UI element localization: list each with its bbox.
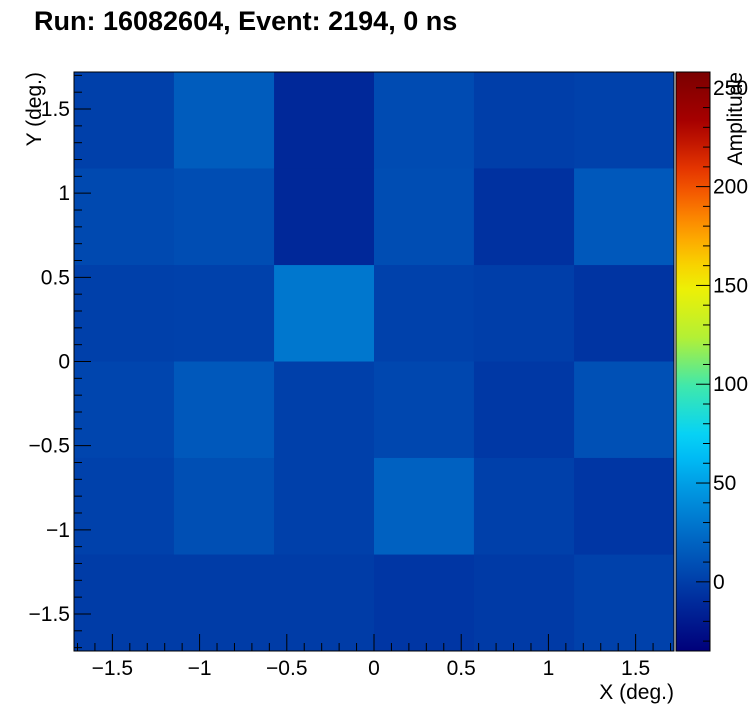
y-tick-label: 1 — [58, 182, 70, 205]
heatmap-cell — [473, 265, 575, 362]
heatmap-cell — [473, 168, 575, 266]
y-tick-label: −0.5 — [29, 435, 70, 458]
heatmap-cell — [173, 168, 275, 266]
heatmap-cell — [374, 265, 475, 362]
x-axis-label: X (deg.) — [599, 681, 674, 704]
color-scale-tick-label: 150 — [713, 274, 748, 297]
heatmap-cell — [374, 361, 475, 459]
heatmap-cell — [173, 361, 275, 459]
heatmap-cell — [473, 72, 575, 169]
heatmap-cells — [74, 72, 675, 652]
y-tick-label: −1 — [46, 519, 70, 542]
heatmap-cell — [173, 265, 275, 362]
y-tick-label: −1.5 — [29, 603, 70, 626]
heatmap-cell — [74, 361, 175, 459]
x-tick-label: 1 — [543, 657, 555, 680]
color-scale-label: Amplitude — [724, 72, 747, 165]
color-scale-tick-label: 0 — [713, 571, 725, 594]
heatmap-cell — [574, 554, 675, 652]
heatmap-cell — [574, 361, 675, 459]
heatmap-cell — [74, 72, 175, 169]
x-axis: −1.5 −1 −0.5 0 0.5 1 1.5 — [76, 634, 672, 680]
color-scale-tick-label: 50 — [713, 472, 736, 495]
heatmap-cell — [274, 457, 375, 556]
y-tick-label: 1.5 — [41, 98, 70, 121]
heatmap-cell — [173, 554, 275, 652]
color-scale-bar — [675, 71, 711, 652]
heatmap-cell — [274, 72, 375, 169]
x-tick-label: −1.5 — [92, 657, 133, 680]
heatmap-cell — [173, 457, 275, 556]
x-tick-label: −1 — [188, 657, 212, 680]
heatmap-cell — [574, 457, 675, 556]
color-scale-tick-label: 100 — [713, 373, 748, 396]
heatmap-cell — [374, 457, 475, 556]
color-scale-axis: 0 50 100 150 200 250 — [696, 77, 748, 642]
heatmap-cell — [574, 265, 675, 362]
heatmap-cell — [74, 554, 175, 652]
y-tick-label: 0.5 — [41, 266, 70, 289]
heatmap-cell — [374, 72, 475, 169]
heatmap-cell — [574, 72, 675, 169]
y-axis: −1.5 −1 −0.5 0 0.5 1 1.5 — [29, 74, 91, 649]
heatmap-cell — [374, 554, 475, 652]
heatmap-cell — [473, 361, 575, 459]
heatmap-cell — [173, 72, 275, 169]
x-tick-label: 1.5 — [621, 657, 650, 680]
color-scale-tick-label: 200 — [713, 176, 748, 199]
y-tick-label: 0 — [58, 351, 70, 374]
y-axis-label: Y (deg.) — [23, 72, 46, 146]
heatmap-cell — [74, 168, 175, 266]
heatmap-cell — [274, 554, 375, 652]
heatmap-cell — [473, 457, 575, 556]
x-tick-label: −0.5 — [266, 657, 307, 680]
color-scale-tick-label: 250 — [713, 77, 748, 100]
heatmap-cell — [274, 265, 375, 362]
heatmap-cell — [374, 168, 475, 266]
heatmap-cell — [473, 554, 575, 652]
heatmap-cell — [74, 265, 175, 362]
x-tick-label: 0 — [368, 657, 380, 680]
heatmap-cell — [574, 168, 675, 266]
chart-title: Run: 16082604, Event: 2194, 0 ns — [34, 6, 457, 36]
x-tick-label: 0.5 — [447, 657, 476, 680]
heatmap-cell — [274, 361, 375, 459]
heatmap-cell — [274, 168, 375, 266]
heatmap-cell — [74, 457, 175, 556]
